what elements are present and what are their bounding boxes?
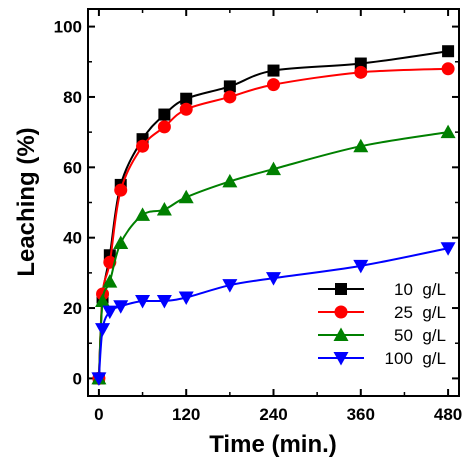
series-50g-l-point xyxy=(440,124,456,139)
series-50g-l-point xyxy=(113,235,129,249)
x-tick-label: 360 xyxy=(347,405,375,424)
axes: 0 120 240 360 480 0 20 40 60 80 100 xyxy=(54,9,462,424)
series-50g-l-point xyxy=(178,189,194,204)
series-100g-l-point xyxy=(91,372,107,386)
series-25g-l-point xyxy=(441,62,455,76)
y-tick-label: 0 xyxy=(73,369,82,388)
legend-10g-l-label: 10 g/L xyxy=(394,280,446,299)
series-25g-l-point xyxy=(136,139,150,153)
y-tick-label: 40 xyxy=(63,229,82,248)
legend: 10 g/L 25 g/L 50 g/L 100 g/L xyxy=(318,280,446,368)
y-tick-label: 80 xyxy=(63,88,82,107)
series-layer xyxy=(91,45,456,386)
y-tick-label: 100 xyxy=(54,18,82,37)
series-100g-l-point xyxy=(135,295,151,309)
series-50g-l-point xyxy=(135,207,151,221)
x-tick-label: 120 xyxy=(172,405,200,424)
series-10g-l-point xyxy=(267,64,280,77)
legend-25g-l-label: 25 g/L xyxy=(394,303,446,322)
series-25g-l xyxy=(92,62,455,385)
series-10g-l-point xyxy=(180,92,193,105)
series-25g-l-point xyxy=(179,102,193,116)
series-25g-l-point xyxy=(114,183,128,197)
legend-50g-l-marker xyxy=(333,327,349,341)
series-100g-l xyxy=(91,242,456,386)
series-50g-l-point xyxy=(102,274,118,288)
series-100g-l-point xyxy=(102,305,118,320)
series-10g-l-point xyxy=(223,80,236,93)
series-25g-l-point xyxy=(223,90,237,104)
series-50g-l-point xyxy=(95,293,111,308)
series-25g-l-point xyxy=(354,65,368,79)
legend-100g-l-marker xyxy=(333,352,349,366)
legend-50g-l-label: 50 g/L xyxy=(394,326,446,345)
series-50g-l-point xyxy=(222,173,238,188)
series-100g-l-point xyxy=(353,259,369,274)
series-10g-l-point xyxy=(354,57,367,70)
series-100g-l-point xyxy=(178,291,194,305)
series-100g-l-point xyxy=(95,323,111,337)
legend-10g-l-marker xyxy=(335,283,347,295)
legend-25g-l-marker xyxy=(334,305,348,319)
x-tick-label: 0 xyxy=(94,405,103,424)
series-50g-l xyxy=(91,124,456,385)
x-axis-title: Time (min.) xyxy=(209,431,337,458)
series-10g-l-point xyxy=(442,45,455,58)
series-10g-l-point xyxy=(158,108,171,121)
y-tick-label: 60 xyxy=(63,158,82,177)
series-50g-l-point xyxy=(353,138,369,153)
series-100g-l-point xyxy=(440,242,456,256)
series-100g-l-point xyxy=(113,300,129,314)
series-10g-l-point xyxy=(103,249,116,262)
series-100g-l-point xyxy=(222,279,238,293)
y-tick-label: 20 xyxy=(63,299,82,318)
series-100g-l-point xyxy=(266,272,281,286)
series-50g-l-point xyxy=(266,161,281,176)
y-axis-title: Leaching (%) xyxy=(13,127,40,276)
series-25g-l-point xyxy=(267,78,280,92)
x-tick-label: 480 xyxy=(434,405,462,424)
series-25g-l-point xyxy=(157,120,171,134)
legend-100g-l-label: 100 g/L xyxy=(385,349,446,368)
x-tick-label: 240 xyxy=(259,405,287,424)
series-50g-l-point xyxy=(156,202,172,216)
series-100g-l-point xyxy=(156,295,172,309)
